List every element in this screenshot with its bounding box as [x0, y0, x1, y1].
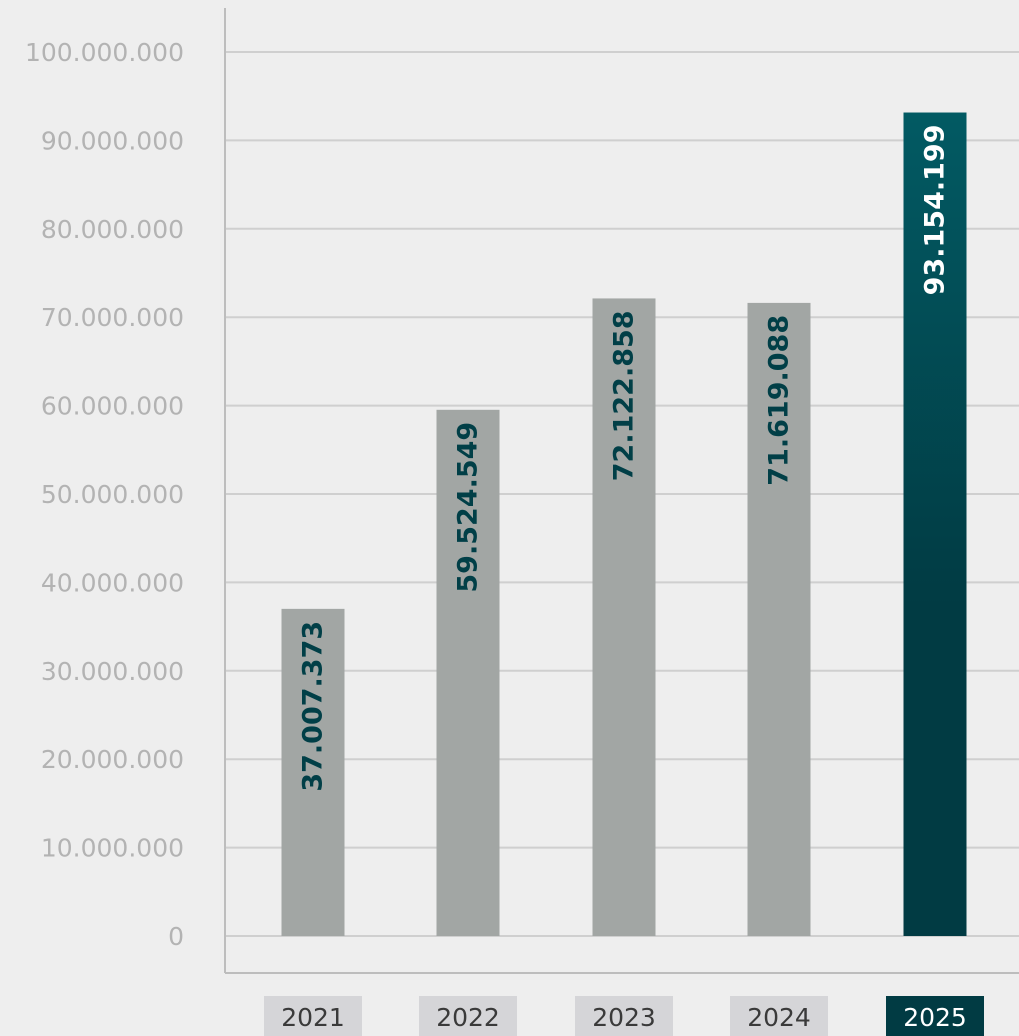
y-tick-label: 10.000.000: [41, 834, 184, 863]
category-label-2022: 2022: [436, 1003, 500, 1032]
y-tick-label: 100.000.000: [25, 38, 184, 67]
bar-2024: [747, 302, 811, 936]
y-tick-label: 30.000.000: [41, 657, 184, 686]
category-box-2021: [264, 996, 362, 1036]
bar-2022: [436, 409, 500, 936]
y-tick-label: 20.000.000: [41, 745, 184, 774]
bar-2025: [903, 112, 967, 936]
y-axis-tick-labels: 0 10.000.000 20.000.000 30.000.000 40.000.00…: [25, 38, 184, 951]
y-tick-label: 50.000.000: [41, 480, 184, 509]
y-tick-label: 80.000.000: [41, 215, 184, 244]
bars: [281, 112, 967, 936]
y-tick-label: 70.000.000: [41, 303, 184, 332]
bar-value-label-2025: 93.154.199: [920, 125, 951, 296]
category-box-2023: [575, 996, 673, 1036]
y-tick-label: 0: [168, 922, 184, 951]
y-tick-label: 60.000.000: [41, 392, 184, 421]
bar-value-label-2024: 71.619.088: [764, 315, 795, 486]
x-axis-category-labels: 2021 2022 2023 2024 2025: [264, 996, 984, 1036]
category-box-2024: [730, 996, 828, 1036]
bar-2023: [592, 298, 656, 936]
y-tick-label: 40.000.000: [41, 568, 184, 597]
category-box-2025: [886, 996, 984, 1036]
bar-value-label-2023: 72.122.858: [609, 310, 640, 481]
category-label-2023: 2023: [592, 1003, 656, 1032]
axes: [224, 8, 1019, 974]
bar-value-label-2022: 59.524.549: [453, 422, 484, 593]
bar-value-label-2021: 37.007.373: [298, 621, 329, 792]
category-label-2024: 2024: [747, 1003, 811, 1032]
category-label-2025: 2025: [903, 1003, 967, 1032]
category-box-2022: [419, 996, 517, 1036]
y-tick-label: 90.000.000: [41, 126, 184, 155]
category-label-2021: 2021: [281, 1003, 345, 1032]
bar-value-labels: 37.007.373 59.524.549 72.122.858 71.619.088…: [298, 125, 951, 792]
bar-2021: [281, 608, 345, 936]
